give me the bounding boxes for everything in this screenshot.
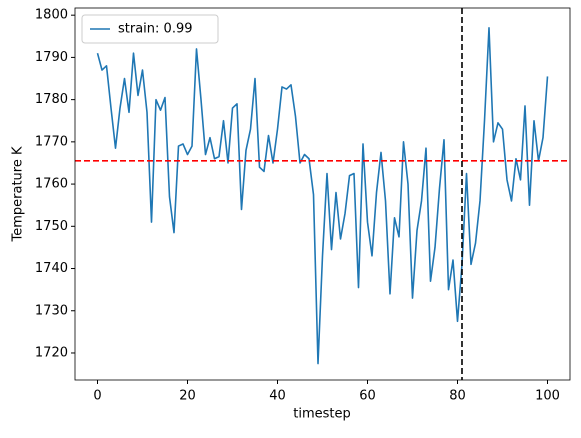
x-tick-label: 20 bbox=[179, 389, 196, 404]
y-tick-label: 1730 bbox=[35, 303, 68, 318]
x-tick-label: 0 bbox=[93, 389, 101, 404]
plot-frame bbox=[74, 7, 571, 381]
y-tick-label: 1750 bbox=[35, 219, 68, 234]
x-tick-label: 60 bbox=[359, 389, 376, 404]
y-tick-label: 1760 bbox=[35, 177, 68, 192]
x-tick-label: 100 bbox=[535, 389, 560, 404]
x-tick-label: 80 bbox=[449, 389, 466, 404]
y-tick-label: 1780 bbox=[35, 92, 68, 107]
y-tick-label: 1790 bbox=[35, 50, 68, 65]
legend-box bbox=[81, 14, 219, 44]
data-line bbox=[96, 27, 549, 365]
y-tick-label: 1740 bbox=[35, 261, 68, 276]
x-tick-label: 40 bbox=[269, 389, 286, 404]
y-tick-label: 1720 bbox=[35, 345, 68, 360]
legend-label: strain: 0.99 bbox=[118, 22, 193, 37]
y-tick-label: 1800 bbox=[35, 8, 68, 23]
y-tick-label: 1770 bbox=[35, 134, 68, 149]
x-axis-label: timestep bbox=[293, 407, 351, 422]
y-axis-label: Temperature K bbox=[11, 146, 26, 242]
